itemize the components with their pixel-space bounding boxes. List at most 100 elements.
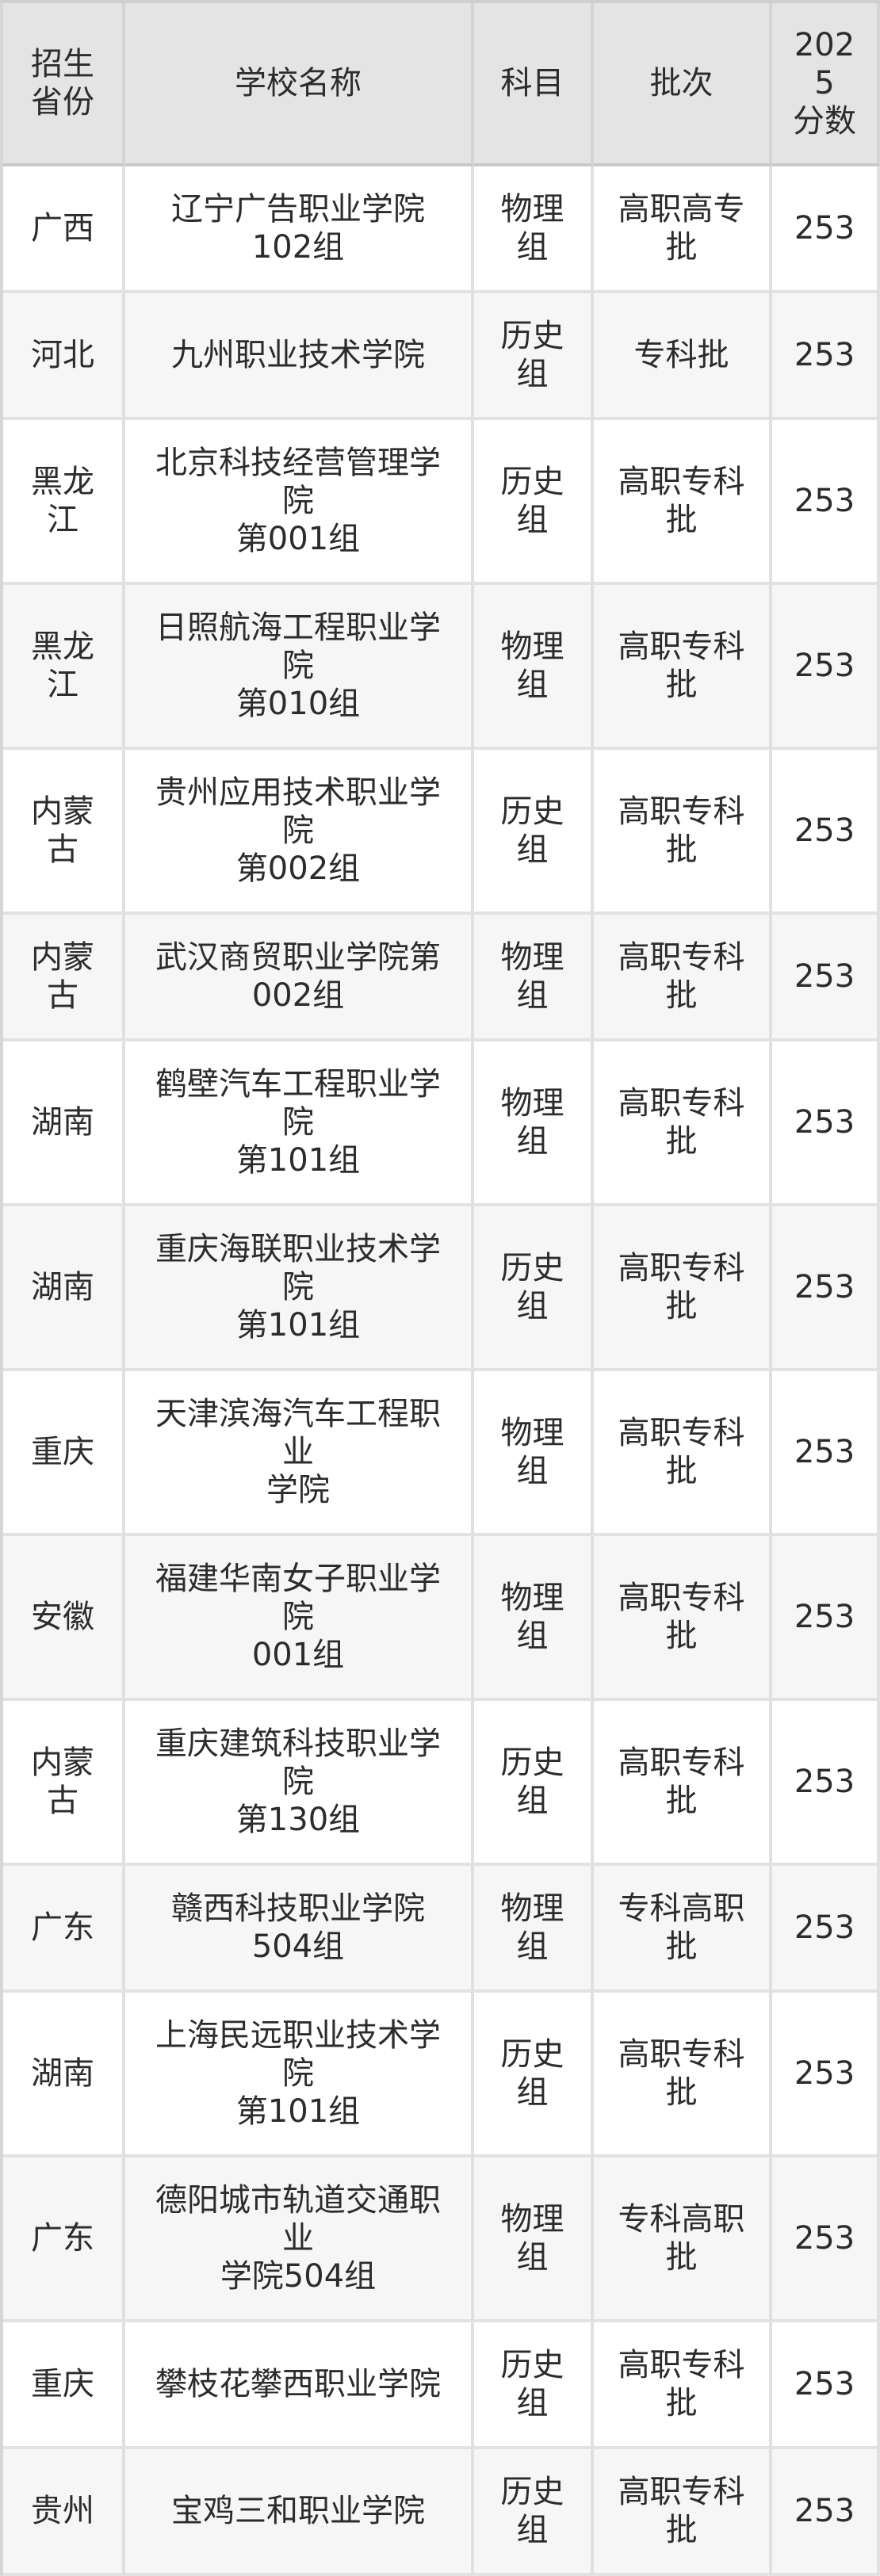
- cell-school: 宝鸡三和职业学院: [125, 2449, 474, 2576]
- table-row: 广西 辽宁广告职业学院102组 物理组 高职高专批 253: [3, 166, 880, 293]
- cell-school: 北京科技经营管理学院 第001组: [125, 420, 474, 585]
- cell-school: 辽宁广告职业学院102组: [125, 166, 474, 293]
- cell-school: 天津滨海汽车工程职业 学院: [125, 1371, 474, 1536]
- cell-province: 广东: [3, 1866, 125, 1993]
- table-row: 湖南 上海民远职业技术学院 第101组 历史组 高职专科批 253: [3, 1993, 880, 2157]
- cell-score: 253: [772, 750, 880, 915]
- table-row: 重庆 天津滨海汽车工程职业 学院 物理组 高职专科批 253: [3, 1371, 880, 1536]
- cell-score: 253: [772, 2157, 880, 2322]
- table-row: 湖南 重庆海联职业技术学院 第101组 历史组 高职专科批 253: [3, 1206, 880, 1371]
- cell-province: 广东: [3, 2157, 125, 2322]
- cell-subject: 历史组: [474, 293, 594, 420]
- cell-score: 253: [772, 1701, 880, 1866]
- cell-batch: 专科批: [594, 293, 772, 420]
- cell-batch: 高职专科批: [594, 750, 772, 915]
- cell-province: 内蒙古: [3, 1701, 125, 1866]
- cell-subject: 历史组: [474, 1206, 594, 1371]
- cell-score: 253: [772, 166, 880, 293]
- cell-subject: 物理组: [474, 915, 594, 1041]
- cell-batch: 高职专科批: [594, 585, 772, 750]
- cell-subject: 物理组: [474, 1866, 594, 1993]
- column-header-score: 2025 分数: [772, 3, 880, 166]
- cell-school: 重庆建筑科技职业学院 第130组: [125, 1701, 474, 1866]
- table-row: 广东 德阳城市轨道交通职业 学院504组 物理组 专科高职批 253: [3, 2157, 880, 2322]
- cell-school: 赣西科技职业学院504组: [125, 1866, 474, 1993]
- cell-school: 日照航海工程职业学院 第010组: [125, 585, 474, 750]
- cell-subject: 历史组: [474, 2322, 594, 2449]
- cell-batch: 高职专科批: [594, 1371, 772, 1536]
- table-header: 招生省份 学校名称 科目 批次 2025 分数: [3, 3, 880, 166]
- cell-score: 253: [772, 2449, 880, 2576]
- cell-batch: 高职专科批: [594, 2322, 772, 2449]
- cell-province: 贵州: [3, 2449, 125, 2576]
- cell-school: 福建华南女子职业学院 001组: [125, 1536, 474, 1701]
- cell-subject: 历史组: [474, 420, 594, 585]
- cell-score: 253: [772, 1371, 880, 1536]
- column-header-batch: 批次: [594, 3, 772, 166]
- table-row: 湖南 鹤壁汽车工程职业学院 第101组 物理组 高职专科批 253: [3, 1041, 880, 1206]
- column-header-subject: 科目: [474, 3, 594, 166]
- cell-score: 253: [772, 1536, 880, 1701]
- cell-subject: 物理组: [474, 1536, 594, 1701]
- table-row: 内蒙古 武汉商贸职业学院第002组 物理组 高职专科批 253: [3, 915, 880, 1041]
- cell-school: 重庆海联职业技术学院 第101组: [125, 1206, 474, 1371]
- cell-subject: 历史组: [474, 2449, 594, 2576]
- cell-school: 攀枝花攀西职业学院: [125, 2322, 474, 2449]
- cell-school: 九州职业技术学院: [125, 293, 474, 420]
- cell-school: 德阳城市轨道交通职业 学院504组: [125, 2157, 474, 2322]
- cell-batch: 高职专科批: [594, 1993, 772, 2157]
- cell-province: 湖南: [3, 1206, 125, 1371]
- cell-province: 湖南: [3, 1041, 125, 1206]
- cell-province: 广西: [3, 166, 125, 293]
- cell-batch: 专科高职批: [594, 1866, 772, 1993]
- cell-batch: 高职专科批: [594, 2449, 772, 2576]
- cell-score: 253: [772, 1041, 880, 1206]
- table-row: 黑龙江 日照航海工程职业学院 第010组 物理组 高职专科批 253: [3, 585, 880, 750]
- cell-batch: 高职专科批: [594, 1536, 772, 1701]
- cell-province: 河北: [3, 293, 125, 420]
- cell-score: 253: [772, 1866, 880, 1993]
- table-row: 内蒙古 贵州应用技术职业学院 第002组 历史组 高职专科批 253: [3, 750, 880, 915]
- cell-score: 253: [772, 1206, 880, 1371]
- table-row: 广东 赣西科技职业学院504组 物理组 专科高职批 253: [3, 1866, 880, 1993]
- table-row: 黑龙江 北京科技经营管理学院 第001组 历史组 高职专科批 253: [3, 420, 880, 585]
- cell-score: 253: [772, 1993, 880, 2157]
- cell-score: 253: [772, 585, 880, 750]
- cell-batch: 高职专科批: [594, 1701, 772, 1866]
- cell-subject: 历史组: [474, 1701, 594, 1866]
- cell-score: 253: [772, 293, 880, 420]
- table-row: 安徽 福建华南女子职业学院 001组 物理组 高职专科批 253: [3, 1536, 880, 1701]
- cell-batch: 高职专科批: [594, 915, 772, 1041]
- cell-province: 重庆: [3, 1371, 125, 1536]
- cell-subject: 物理组: [474, 585, 594, 750]
- cell-school: 贵州应用技术职业学院 第002组: [125, 750, 474, 915]
- cell-province: 内蒙古: [3, 750, 125, 915]
- cell-subject: 物理组: [474, 2157, 594, 2322]
- column-header-school: 学校名称: [125, 3, 474, 166]
- cell-province: 安徽: [3, 1536, 125, 1701]
- table-row: 贵州 宝鸡三和职业学院 历史组 高职专科批 253: [3, 2449, 880, 2576]
- cell-subject: 物理组: [474, 1041, 594, 1206]
- cell-subject: 物理组: [474, 1371, 594, 1536]
- cell-batch: 高职专科批: [594, 1041, 772, 1206]
- cell-batch: 专科高职批: [594, 2157, 772, 2322]
- cell-school: 鹤壁汽车工程职业学院 第101组: [125, 1041, 474, 1206]
- column-header-province: 招生省份: [3, 3, 125, 166]
- cell-school: 武汉商贸职业学院第002组: [125, 915, 474, 1041]
- table-row: 河北 九州职业技术学院 历史组 专科批 253: [3, 293, 880, 420]
- cell-province: 黑龙江: [3, 420, 125, 585]
- header-row: 招生省份 学校名称 科目 批次 2025 分数: [3, 3, 880, 166]
- cell-province: 重庆: [3, 2322, 125, 2449]
- cell-subject: 历史组: [474, 750, 594, 915]
- cell-province: 黑龙江: [3, 585, 125, 750]
- table-row: 内蒙古 重庆建筑科技职业学院 第130组 历史组 高职专科批 253: [3, 1701, 880, 1866]
- cell-province: 内蒙古: [3, 915, 125, 1041]
- table-row: 重庆 攀枝花攀西职业学院 历史组 高职专科批 253: [3, 2322, 880, 2449]
- cell-score: 253: [772, 915, 880, 1041]
- cell-batch: 高职高专批: [594, 166, 772, 293]
- cell-score: 253: [772, 420, 880, 585]
- cell-subject: 物理组: [474, 166, 594, 293]
- table-body: 广西 辽宁广告职业学院102组 物理组 高职高专批 253 河北 九州职业技术学院 历史组 专科…: [3, 166, 880, 2576]
